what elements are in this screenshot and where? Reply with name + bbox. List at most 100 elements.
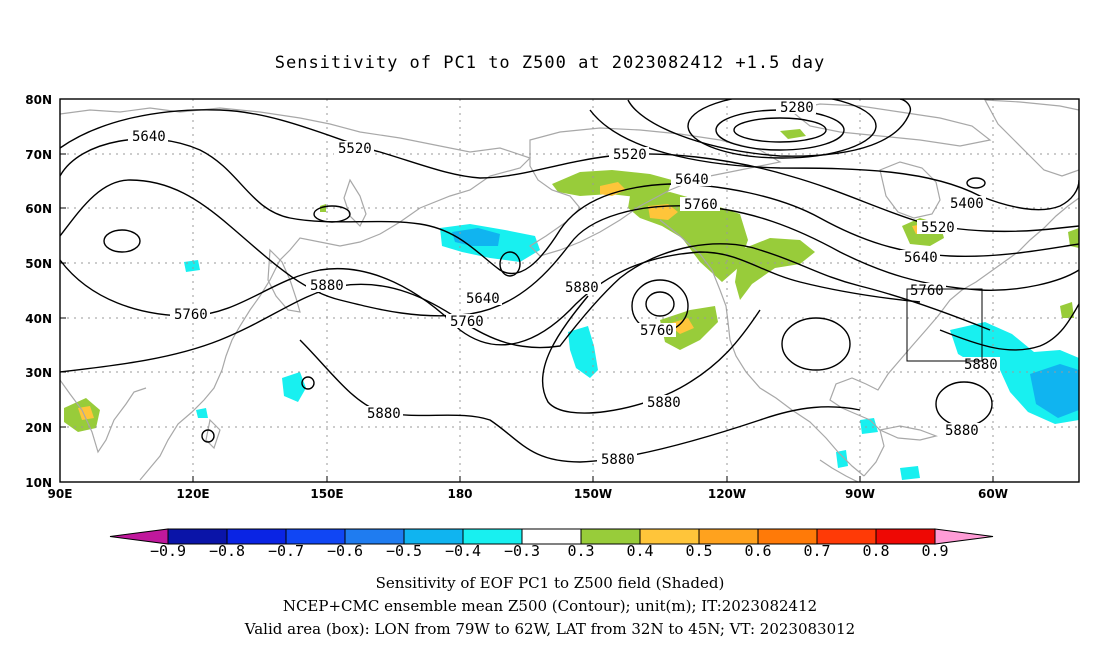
shade-green-atl <box>1060 302 1074 318</box>
colorbar-label: −0.3 <box>504 542 540 560</box>
colorbar-label: −0.9 <box>150 542 186 560</box>
shade-cyan-carib1 <box>860 418 878 434</box>
colorbar-label: 0.8 <box>862 542 889 560</box>
contour-label: 5640 <box>462 291 502 307</box>
colorbar-label: 0.9 <box>921 542 948 560</box>
contour-5760 <box>60 179 1079 317</box>
map-panel: 5280 5400 5520 5520 5520 5640 5640 5640 … <box>25 93 1080 501</box>
lon-label: 120W <box>708 487 746 501</box>
contour-5880-high-us <box>781 317 851 371</box>
map-frame <box>59 98 1080 483</box>
contour-label: 5880 <box>561 280 601 296</box>
contour-5640-closed <box>103 229 141 253</box>
contour-label: 5760 <box>636 323 676 339</box>
coast-na-east <box>829 197 1079 477</box>
shade-yellow-california <box>668 318 694 334</box>
contour-label: 5640 <box>671 172 711 188</box>
lat-label: 30N <box>25 366 52 380</box>
contour-label: 5640 <box>900 250 940 266</box>
lon-label: 120E <box>176 487 209 501</box>
lat-label: 40N <box>25 312 52 326</box>
contour-label: 5760 <box>170 307 210 323</box>
svg-text:5880: 5880 <box>945 423 979 439</box>
svg-text:5880: 5880 <box>647 395 681 411</box>
contour-label: 5880 <box>597 452 637 468</box>
lon-label: 90E <box>48 487 73 501</box>
lat-label: 50N <box>25 257 52 271</box>
caption-line-2: NCEP+CMC ensemble mean Z500 (Contour); u… <box>283 597 817 615</box>
contour-5640 <box>60 138 1079 275</box>
coast-japan <box>267 248 301 313</box>
colorbar-label: 0.6 <box>744 542 771 560</box>
contour-5520-west <box>60 109 1079 233</box>
lon-axis: 90E 120E 150E 180 150W 120W 90W 60W <box>48 487 1008 501</box>
caption-line-1: Sensitivity of EOF PC1 to Z500 field (Sh… <box>376 574 725 592</box>
contour-label: 5760 <box>446 314 486 330</box>
svg-text:5640: 5640 <box>904 250 938 266</box>
contour-label: 5640 <box>128 129 168 145</box>
contour-label: 5760 <box>680 197 720 213</box>
lat-label: 60N <box>25 202 52 216</box>
colorbar-label: 0.4 <box>626 542 653 560</box>
contour-label-extra: 5880 <box>941 423 981 439</box>
svg-text:5520: 5520 <box>613 147 647 163</box>
colorbar-label: 0.5 <box>685 542 712 560</box>
shade-green-uswest <box>735 238 815 300</box>
coast-phil <box>205 418 221 450</box>
coastlines <box>60 99 1079 482</box>
colorbar-label: −0.5 <box>386 542 422 560</box>
coast-kamchatka <box>343 178 367 228</box>
shade-green-arctic <box>780 129 806 139</box>
svg-text:5760: 5760 <box>684 197 718 213</box>
svg-text:5640: 5640 <box>675 172 709 188</box>
lat-label: 20N <box>25 421 52 435</box>
shade-cyan-carib3 <box>836 450 848 468</box>
svg-text:5880: 5880 <box>601 452 635 468</box>
gridlines <box>60 99 1079 482</box>
svg-text:5880: 5880 <box>367 406 401 422</box>
z500-contours <box>60 99 1079 463</box>
shade-cyan-china <box>184 260 200 272</box>
valid-area-box <box>906 288 983 362</box>
lat-axis: 80N 70N 60N 50N 40N 30N 20N 10N <box>25 93 52 490</box>
contour-5880-east <box>939 303 1079 351</box>
coast-hudson <box>879 161 941 219</box>
contour-5760-cutoff-inner <box>645 291 675 317</box>
shade-lightblue-atlantic <box>1030 364 1079 418</box>
shade-cyan-japan <box>282 372 306 402</box>
lon-label: 150E <box>310 487 343 501</box>
lon-label: 60W <box>978 487 1008 501</box>
coast-greenland <box>983 99 1079 177</box>
colorbar-label: 0.3 <box>567 542 594 560</box>
shade-cyan-pacific <box>568 326 598 378</box>
contour-label: 5880 <box>363 406 403 422</box>
svg-text:5880: 5880 <box>310 278 344 294</box>
colorbar-label: −0.8 <box>209 542 245 560</box>
svg-text:5640: 5640 <box>466 291 500 307</box>
lon-label: 90W <box>845 487 875 501</box>
svg-text:5760: 5760 <box>450 314 484 330</box>
colorbar <box>109 528 994 545</box>
contour-label: 5880 <box>643 395 683 411</box>
contour-5400 <box>589 109 1079 211</box>
contour-label: 5400 <box>946 196 986 212</box>
contour-5280-ring3 <box>687 99 877 159</box>
contour-label: 5880 <box>960 357 1000 373</box>
contour-label: 5520 <box>609 147 649 163</box>
coast-central-am <box>819 459 859 482</box>
svg-text:5760: 5760 <box>910 283 944 299</box>
colorbar-label: −0.6 <box>327 542 363 560</box>
colorbar-upper-arrow <box>934 528 994 545</box>
colorbar-label: −0.4 <box>445 542 481 560</box>
colorbar-label: −0.7 <box>268 542 304 560</box>
contour-label: 5880 <box>306 278 346 294</box>
svg-text:5520: 5520 <box>338 141 372 157</box>
coast-alaska <box>529 127 782 257</box>
contour-5280-ring1 <box>733 117 827 143</box>
contour-5520-closed2 <box>966 177 986 189</box>
contour-label: 5520 <box>917 220 957 236</box>
colorbar-labels: −0.9 −0.8 −0.7 −0.6 −0.5 −0.4 −0.3 0.3 0… <box>150 542 949 560</box>
shade-green-east <box>1068 228 1079 248</box>
contour-labels: 5280 5400 5520 5520 5520 5640 5640 5640 … <box>128 100 1000 468</box>
